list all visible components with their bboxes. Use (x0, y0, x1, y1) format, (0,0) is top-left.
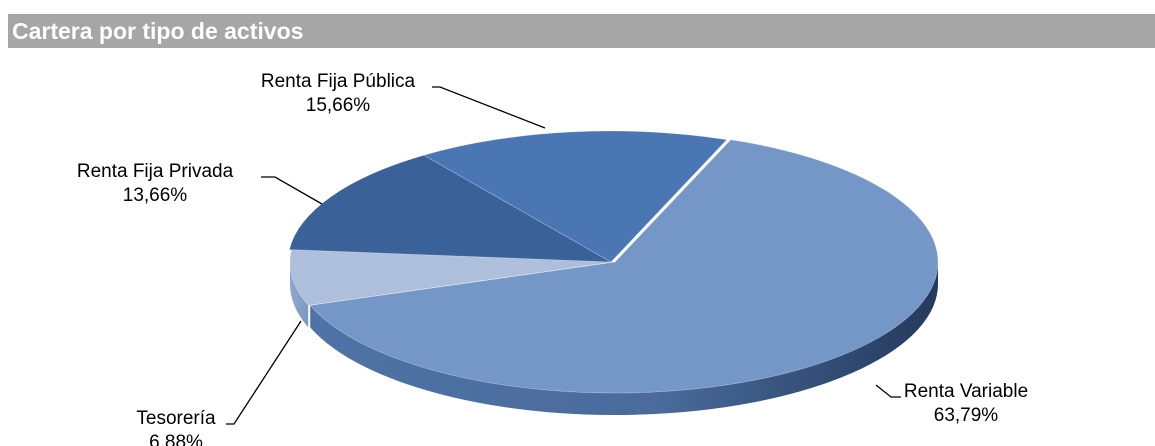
pie-slice-side-tesoreria (290, 262, 309, 328)
slice-label-renta-fija-publica: Renta Fija Pública (261, 71, 416, 92)
pie-slice-side-renta-variable (310, 262, 939, 415)
pie-slice-renta-fija-publica (422, 130, 728, 263)
pie-slice-renta-variable (309, 139, 939, 394)
leader-line-tesoreria (226, 320, 302, 425)
slice-value-renta-variable: 63,79% (934, 405, 999, 426)
slice-value-renta-fija-publica: 15,66% (306, 95, 371, 116)
chart-header-bar: Cartera por tipo de activos (8, 14, 1155, 48)
chart-title: Cartera por tipo de activos (12, 18, 304, 44)
slice-label-renta-variable: Renta Variable (904, 381, 1028, 402)
pie-slice-tesoreria (289, 249, 614, 306)
leader-line-renta-fija-publica (432, 86, 546, 129)
slice-value-renta-fija-privada: 13,66% (123, 185, 188, 206)
leader-line-renta-variable (875, 384, 901, 398)
slice-label-tesoreria: Tesorería (136, 408, 216, 429)
pie-slice-renta-fija-privada (288, 154, 612, 263)
leader-line-renta-fija-privada (261, 176, 323, 205)
slice-value-tesoreria: 6,88% (149, 432, 203, 446)
slice-label-renta-fija-privada: Renta Fija Privada (77, 161, 234, 182)
